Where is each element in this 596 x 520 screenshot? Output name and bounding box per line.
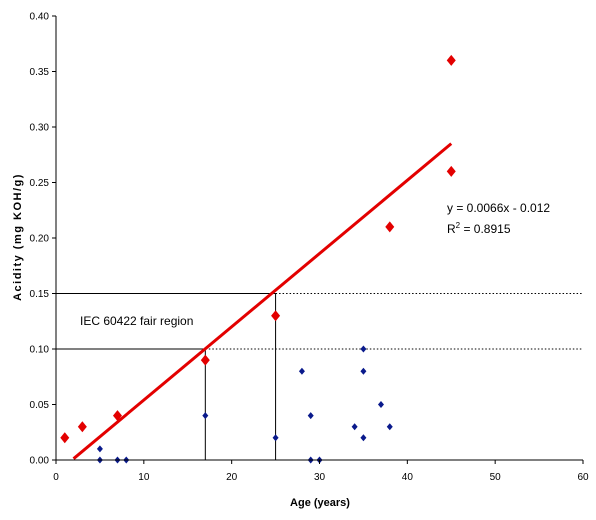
blue-data-point (360, 367, 367, 375)
x-tick-label: 50 (490, 472, 502, 483)
r-squared-label: R2 = 0.8915 (447, 221, 511, 236)
red-data-point (60, 432, 70, 444)
blue-data-point (298, 367, 305, 375)
x-tick-label: 30 (314, 472, 326, 483)
blue-data-point (96, 445, 103, 453)
x-tick-label: 60 (577, 472, 589, 483)
x-tick-label: 10 (138, 472, 150, 483)
y-tick-label: 0.20 (30, 234, 50, 245)
red-data-point (77, 421, 87, 433)
x-tick-label: 40 (402, 472, 414, 483)
red-data-point (112, 410, 122, 422)
blue-data-point (377, 401, 384, 408)
x-axis-title: Age (years) (290, 497, 350, 509)
blue-data-point (307, 412, 314, 420)
trendline-equation: y = 0.0066x - 0.012 (447, 201, 550, 215)
r-squared-superscript: 2 (456, 221, 461, 230)
blue-data-point (360, 434, 367, 442)
blue-data-point (272, 434, 279, 442)
y-tick-label: 0.10 (30, 345, 50, 356)
y-tick-label: 0.35 (30, 67, 50, 78)
blue-data-point (202, 412, 209, 420)
reference-lines (56, 293, 583, 460)
y-tick-label: 0.15 (30, 289, 50, 300)
y-tick-label: 0.25 (30, 178, 50, 189)
y-tick-label: 0.40 (30, 12, 50, 23)
y-tick-label: 0.00 (30, 456, 50, 467)
blue-data-point (386, 423, 393, 431)
y-axis-title: Acidity (mg KOH/g) (12, 173, 24, 301)
r-squared-prefix: R (447, 222, 456, 236)
r-squared-value: = 0.8915 (460, 222, 511, 236)
y-tick-label: 0.05 (30, 400, 50, 411)
trendline-group (72, 142, 453, 460)
red-data-point (446, 165, 456, 177)
region-label: IEC 60422 fair region (80, 314, 193, 328)
data-points (60, 54, 456, 464)
red-data-point (200, 354, 210, 366)
x-tick-label: 20 (226, 472, 238, 483)
red-data-point (446, 54, 456, 66)
axes: 0.00 0.05 0.10 0.15 0.20 0.25 0.30 0.35 0.40 0 10 2… (30, 12, 589, 484)
red-data-point (385, 221, 395, 233)
blue-data-point (351, 423, 358, 431)
red-data-point (271, 310, 281, 322)
x-tick-label: 0 (53, 472, 59, 483)
trendline (72, 142, 453, 460)
blue-data-point (360, 345, 367, 353)
y-tick-label: 0.30 (30, 123, 50, 134)
